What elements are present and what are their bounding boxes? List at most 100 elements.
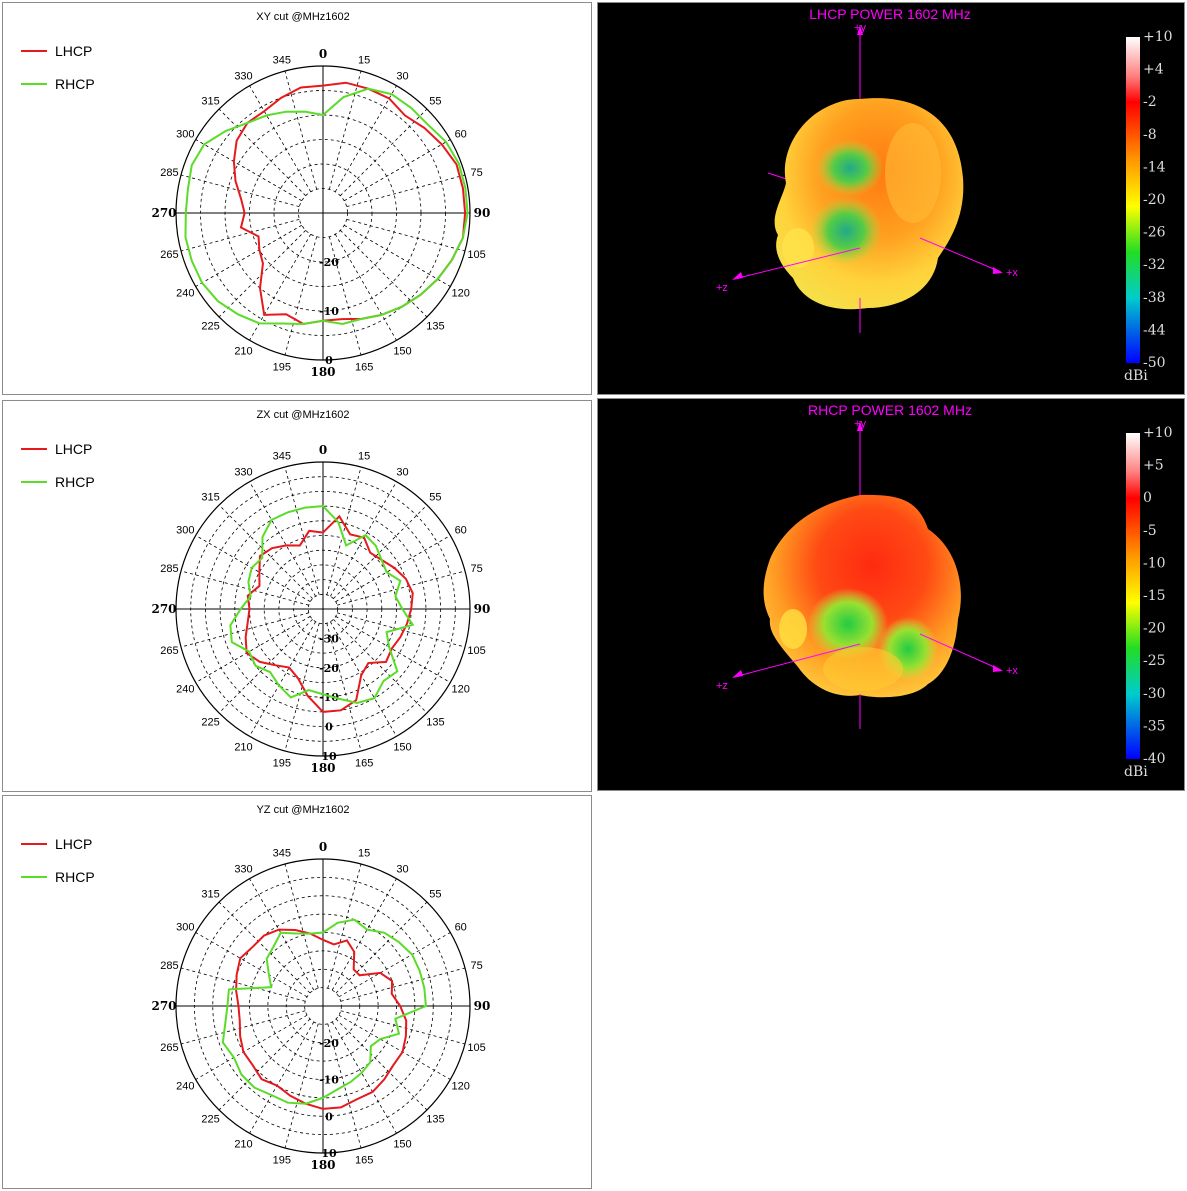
grid-spoke (346, 218, 466, 252)
angle-label: 135 (426, 1113, 444, 1125)
z-axis-label: +z (716, 282, 728, 294)
grid-spoke (249, 481, 316, 597)
pattern-lobe (823, 647, 903, 691)
angle-label: 135 (426, 320, 444, 332)
grid-spoke (340, 108, 428, 196)
angle-label: 30 (396, 466, 408, 478)
grid-spoke (249, 85, 312, 192)
angle-label: 0 (319, 47, 327, 61)
angle-label: 210 (234, 742, 252, 754)
grid-spoke (284, 236, 318, 356)
grid-spoke (284, 466, 320, 595)
series-rhcp (221, 918, 427, 1105)
angle-label: 300 (176, 922, 194, 934)
angle-label: 300 (176, 525, 194, 537)
grid-spoke (344, 224, 451, 287)
angle-label: 270 (151, 602, 176, 616)
angle-label: 225 (201, 320, 219, 332)
grid-spoke (249, 621, 316, 737)
angle-label: 195 (273, 362, 291, 374)
legend-label-lhcp: LHCP (55, 836, 92, 852)
radial-label: -20 (319, 1037, 339, 1050)
angle-label: 55 (429, 492, 441, 504)
legend-label-lhcp: LHCP (55, 43, 92, 59)
angle-label: 330 (234, 863, 252, 875)
grid-spoke (218, 619, 313, 714)
angle-label: 195 (273, 758, 291, 770)
radial-label: 0 (325, 721, 333, 734)
colorbar-tick-label: -50 (1143, 355, 1166, 371)
colorbar-tick-label: -20 (1143, 192, 1166, 208)
series-rhcp (184, 87, 469, 326)
zx-cut-chart: ZX cut @MHz1602 0 15 30 55 60 75 90 105 120 135 150… (21, 409, 490, 775)
y-axis-arrow (857, 421, 863, 431)
grid-spoke (333, 619, 428, 714)
grid-spoke (195, 616, 311, 683)
y-axis-label: +y (854, 418, 866, 430)
grid-spoke (284, 863, 319, 989)
grid-spoke (180, 612, 309, 648)
colorbar-tick-label: 0 (1143, 490, 1152, 506)
angle-label: 265 (160, 645, 178, 657)
z-axis-line (733, 247, 861, 280)
colorbar-tick-label: -25 (1143, 653, 1166, 669)
angle-label: 150 (393, 1139, 411, 1151)
pattern-lobe (885, 123, 941, 223)
angle-label: 180 (310, 761, 335, 775)
lhcp-3d-panel: +x +z +y LHCP POWER 1602 MHz +10 +4 -2 -8 -14 -20… (597, 2, 1185, 395)
colorbar-tick-label: -5 (1143, 523, 1157, 539)
pattern-lobe (779, 609, 807, 649)
rhcp-3d-panel: +x +z +y RHCP POWER 1602 MHz +10 +5 0 -5 -10 -15 -… (597, 398, 1185, 791)
grid-spoke (284, 70, 318, 190)
grid-spoke (180, 967, 306, 1002)
grid-spoke (335, 535, 451, 602)
angle-label: 60 (455, 129, 467, 141)
grid-spoke (180, 570, 309, 606)
angle-label: 315 (201, 96, 219, 108)
angle-label: 55 (429, 889, 441, 901)
angle-label: 150 (393, 346, 411, 358)
grid-spoke (180, 218, 300, 252)
z-axis-arrow (732, 272, 743, 280)
radial-label: 0 (325, 354, 333, 367)
angle-label: 265 (160, 249, 178, 261)
angle-label: 165 (355, 758, 373, 770)
angle-label: 60 (455, 525, 467, 537)
grid-spoke (284, 1023, 319, 1149)
grid-spoke (218, 1018, 311, 1111)
colorbar-tick-label: +4 (1143, 62, 1164, 78)
angle-label: 195 (273, 1155, 291, 1167)
grid-spoke (334, 234, 397, 341)
grid-spoke (333, 504, 428, 599)
colorbar (1126, 433, 1140, 759)
z-axis-line (733, 643, 861, 678)
pattern-null-region (816, 140, 884, 196)
x-axis-line (919, 633, 1002, 671)
radial-label: 0 (325, 1110, 333, 1123)
angle-label: 240 (176, 1081, 194, 1093)
colorbar-tick-label: +5 (1143, 458, 1164, 474)
legend-label-rhcp: RHCP (55, 76, 95, 92)
angle-label: 120 (452, 684, 470, 696)
angle-label: 0 (319, 840, 327, 854)
grid-spoke (195, 139, 302, 202)
radial-label: 10 (321, 1147, 337, 1160)
colorbar-tick-label: -8 (1143, 127, 1157, 143)
z-axis-label: +z (716, 680, 728, 692)
angle-label: 55 (429, 96, 441, 108)
series-rhcp (229, 505, 415, 704)
colorbar-unit: dBi (1124, 368, 1148, 384)
angle-label: 105 (467, 1042, 485, 1054)
legend-label-rhcp: RHCP (55, 869, 95, 885)
angle-label: 270 (151, 206, 176, 220)
angle-label: 240 (176, 288, 194, 300)
grid-spoke (330, 621, 397, 737)
grid-spoke (344, 139, 451, 202)
polar-grid (175, 461, 471, 757)
angle-label: 75 (470, 563, 482, 575)
colorbar-tick-label: -2 (1143, 94, 1157, 110)
colorbar-tick-label: -20 (1143, 621, 1166, 637)
radial-label: 10 (321, 750, 337, 763)
angle-label: 180 (310, 1158, 335, 1172)
colorbar-tick-label: -38 (1143, 290, 1166, 306)
